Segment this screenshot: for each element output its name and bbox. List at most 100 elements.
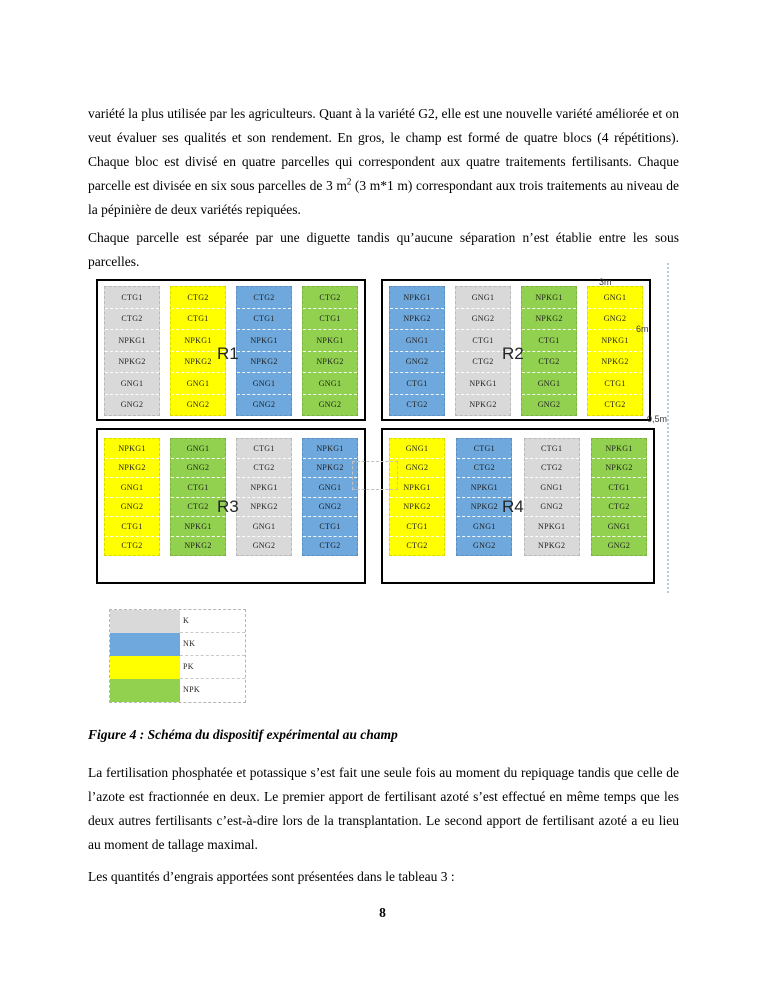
parcel-column-npk: NPKG1 NPKG2 CTG1 CTG2 GNG1 GNG2 [590,438,647,556]
parcel-cell: GNG2 [390,459,444,478]
paragraph-intro: variété la plus utilisée par les agricul… [88,102,679,222]
paragraph-diguette: Chaque parcelle est séparée par une digu… [88,229,679,269]
parcel-cell: NPKG2 [469,400,497,410]
legend-row: NPK [110,679,245,702]
field-block-r3: NPKG1 NPKG2 GNG1 GNG2 CTG1 CTG2 GNG1 GNG2 CTG1 CT… [96,428,366,584]
parcel-cell: GNG1 [303,373,357,395]
legend-row: K [110,610,245,633]
parcel-column-pk: NPKG1 NPKG2 GNG1 GNG2 CTG1 CTG2 [104,438,160,556]
parcel-cell: NPKG2 [588,352,642,373]
parcel-cell: CTG2 [121,541,143,551]
block-label-r2: R2 [502,344,524,363]
figure-legend: K NK PK NPK [109,609,246,703]
parcel-cell: NPKG2 [390,498,444,517]
legend-swatch-pk [110,656,180,679]
parcel-cell: GNG2 [120,400,144,410]
parcel-cell: NPKG1 [171,517,225,537]
parcel-cell: NPKG1 [456,373,510,395]
parcel-cell: GNG2 [252,541,276,551]
parcel-cell: CTG2 [105,309,159,330]
superscript-2: 2 [346,176,352,186]
parcel-columns: GNG1 GNG2 NPKG1 NPKG2 CTG1 CTG2 CTG1 CTG2 NPKG1 N… [389,438,647,556]
parcel-columns: NPKG1 NPKG2 GNG1 GNG2 CTG1 CTG2 GNG1 GNG2 CTG1 CT… [104,438,358,556]
dimension-label-height: 6m [636,324,649,334]
parcel-cell: NPKG1 [390,287,444,309]
parcel-cell: CTG2 [522,352,576,373]
parcel-cell: CTG1 [105,517,159,537]
parcel-cell: GNG1 [390,439,444,459]
parcel-cell: CTG2 [406,541,428,551]
parcel-column-pk: GNG1 GNG2 NPKG1 NPKG2 CTG1 CTG2 [587,286,643,416]
legend-label: NK [180,633,245,656]
dashed-anchor-box [352,461,398,490]
parcel-cell: GNG1 [457,517,512,537]
parcel-cell: NPKG2 [522,309,576,330]
parcel-cell: CTG1 [237,309,291,330]
parcel-cell: GNG1 [105,373,159,395]
parcel-column-nk: NPKG1 NPKG2 GNG1 GNG2 CTG1 CTG2 [302,438,358,556]
legend-swatch-nk [110,633,180,656]
parcel-cell: NPKG1 [522,287,576,309]
parcel-columns: CTG1 CTG2 NPKG1 NPKG2 GNG1 GNG2 CTG2 CTG1 NPKG1 N… [104,286,358,416]
legend-label: K [180,610,245,633]
parcel-cell: CTG2 [406,400,428,410]
parcel-cell: NPKG1 [524,517,579,537]
parcel-cell: NPKG1 [237,478,291,498]
parcel-cell: NPKG2 [105,459,159,478]
parcel-cell: GNG1 [105,478,159,498]
field-edge-dotted-line [667,263,669,593]
parcel-cell: CTG2 [237,459,291,478]
parcel-cell: GNG2 [105,498,159,517]
parcel-cell: CTG1 [237,439,291,459]
parcel-cell: GNG2 [473,541,496,551]
parcel-cell: CTG1 [456,330,510,352]
parcel-cell: GNG2 [171,459,225,478]
field-block-r1: CTG1 CTG2 NPKG1 NPKG2 GNG1 GNG2 CTG2 CTG1 NPKG1 N… [96,279,366,421]
parcel-cell: CTG1 [171,478,225,498]
parcel-cell: NPKG1 [588,330,642,352]
parcel-cell: CTG2 [319,541,341,551]
parcel-cell: CTG2 [171,287,225,309]
field-block-r4: GNG1 GNG2 NPKG1 NPKG2 CTG1 CTG2 CTG1 CTG2 NPKG1 N… [381,428,655,584]
paragraph-fertilisation: La fertilisation phosphatée et potassiqu… [88,764,679,852]
parcel-cell: NPKG1 [303,330,357,352]
parcel-cell: CTG1 [303,309,357,330]
parcel-cell: NPKG2 [184,541,212,551]
parcel-cell: NPKG1 [171,330,225,352]
parcel-cell: NPKG1 [237,330,291,352]
parcel-column-pk: GNG1 GNG2 NPKG1 NPKG2 CTG1 CTG2 [389,438,445,556]
parcel-column-npk: CTG2 CTG1 NPKG1 NPKG2 GNG1 GNG2 [302,286,358,416]
parcel-cell: GNG2 [456,309,510,330]
parcel-cell: NPKG2 [303,459,357,478]
parcel-cell: GNG1 [456,287,510,309]
parcel-cell: CTG2 [604,400,626,410]
parcel-cell: NPKG1 [303,439,357,459]
parcel-cell: CTG2 [303,287,357,309]
parcel-cell: NPKG1 [390,478,444,498]
parcel-columns: NPKG1 NPKG2 GNG1 GNG2 CTG1 CTG2 GNG1 GNG2 CTG1 CT… [389,286,643,416]
parcel-cell: NPKG2 [171,352,225,373]
parcel-cell: CTG1 [524,439,579,459]
parcel-cell: NPKG2 [591,459,646,478]
parcel-cell: GNG1 [390,330,444,352]
block-label-r4: R4 [502,497,524,516]
parcel-cell: NPKG1 [457,478,512,498]
parcel-column-nk: CTG1 CTG2 NPKG1 NPKG2 GNG1 GNG2 [456,438,513,556]
parcel-cell: NPKG1 [105,330,159,352]
parcel-cell: CTG2 [171,498,225,517]
parcel-column-k: CTG1 CTG2 NPKG1 NPKG2 GNG1 GNG2 [236,438,292,556]
parcel-cell: GNG1 [303,478,357,498]
parcel-column-npk: GNG1 GNG2 CTG1 CTG2 NPKG1 NPKG2 [170,438,226,556]
parcel-cell: CTG1 [390,517,444,537]
parcel-cell: GNG2 [252,400,276,410]
parcel-cell: CTG1 [591,478,646,498]
parcel-column-nk: NPKG1 NPKG2 GNG1 GNG2 CTG1 CTG2 [389,286,445,416]
field-block-r2: NPKG1 NPKG2 GNG1 GNG2 CTG1 CTG2 GNG1 GNG2 CTG1 CT… [381,279,651,421]
parcel-cell: GNG1 [171,373,225,395]
parcel-column-k: CTG1 CTG2 GNG1 GNG2 NPKG1 NPKG2 [523,438,580,556]
page-number: 8 [379,905,386,920]
parcel-cell: NPKG1 [105,439,159,459]
parcel-cell: NPKG2 [105,352,159,373]
parcel-cell: GNG1 [237,517,291,537]
parcel-cell: GNG1 [237,373,291,395]
